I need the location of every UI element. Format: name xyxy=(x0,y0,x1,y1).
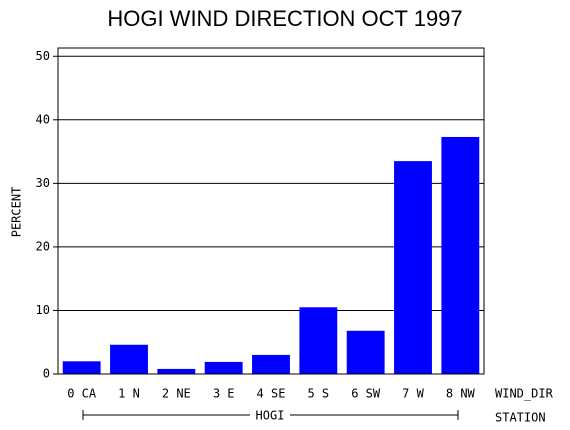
x-tick-label: 8 NW xyxy=(446,387,476,401)
y-tick-label: 30 xyxy=(36,176,50,190)
group-label-bg xyxy=(250,408,290,422)
chart-title: HOGI WIND DIRECTION OCT 1997 xyxy=(107,6,462,31)
bar xyxy=(110,344,148,374)
bar xyxy=(204,361,243,374)
bar xyxy=(252,354,290,374)
x-tick-label: 1 N xyxy=(118,387,140,401)
group-label: HOGI xyxy=(256,409,285,423)
plot-frame xyxy=(57,47,485,375)
x-tick-label: 6 SW xyxy=(351,387,381,401)
group-axis-label: STATION xyxy=(495,411,546,425)
bar xyxy=(346,330,385,374)
bar xyxy=(157,368,196,374)
bar xyxy=(394,161,432,374)
x-tick-label: 7 W xyxy=(402,387,424,401)
x-tick-label: 4 SE xyxy=(257,387,286,401)
bar xyxy=(441,136,480,374)
y-tick-label: 0 xyxy=(43,367,50,381)
y-tick-label: 40 xyxy=(36,112,50,126)
x-tick-label: 3 E xyxy=(213,387,235,401)
bar xyxy=(299,307,338,374)
x-tick-label: 5 S xyxy=(307,387,329,401)
y-tick-label: 10 xyxy=(36,303,50,317)
x-tick-label: 0 CA xyxy=(67,387,97,401)
y-tick-label: 20 xyxy=(36,239,50,253)
x-tick-label: 2 NE xyxy=(162,387,191,401)
y-axis-label: PERCENT xyxy=(10,187,24,238)
bar xyxy=(62,361,101,374)
x-axis-label: WIND_DIR xyxy=(495,387,554,401)
y-tick-label: 50 xyxy=(36,49,50,63)
